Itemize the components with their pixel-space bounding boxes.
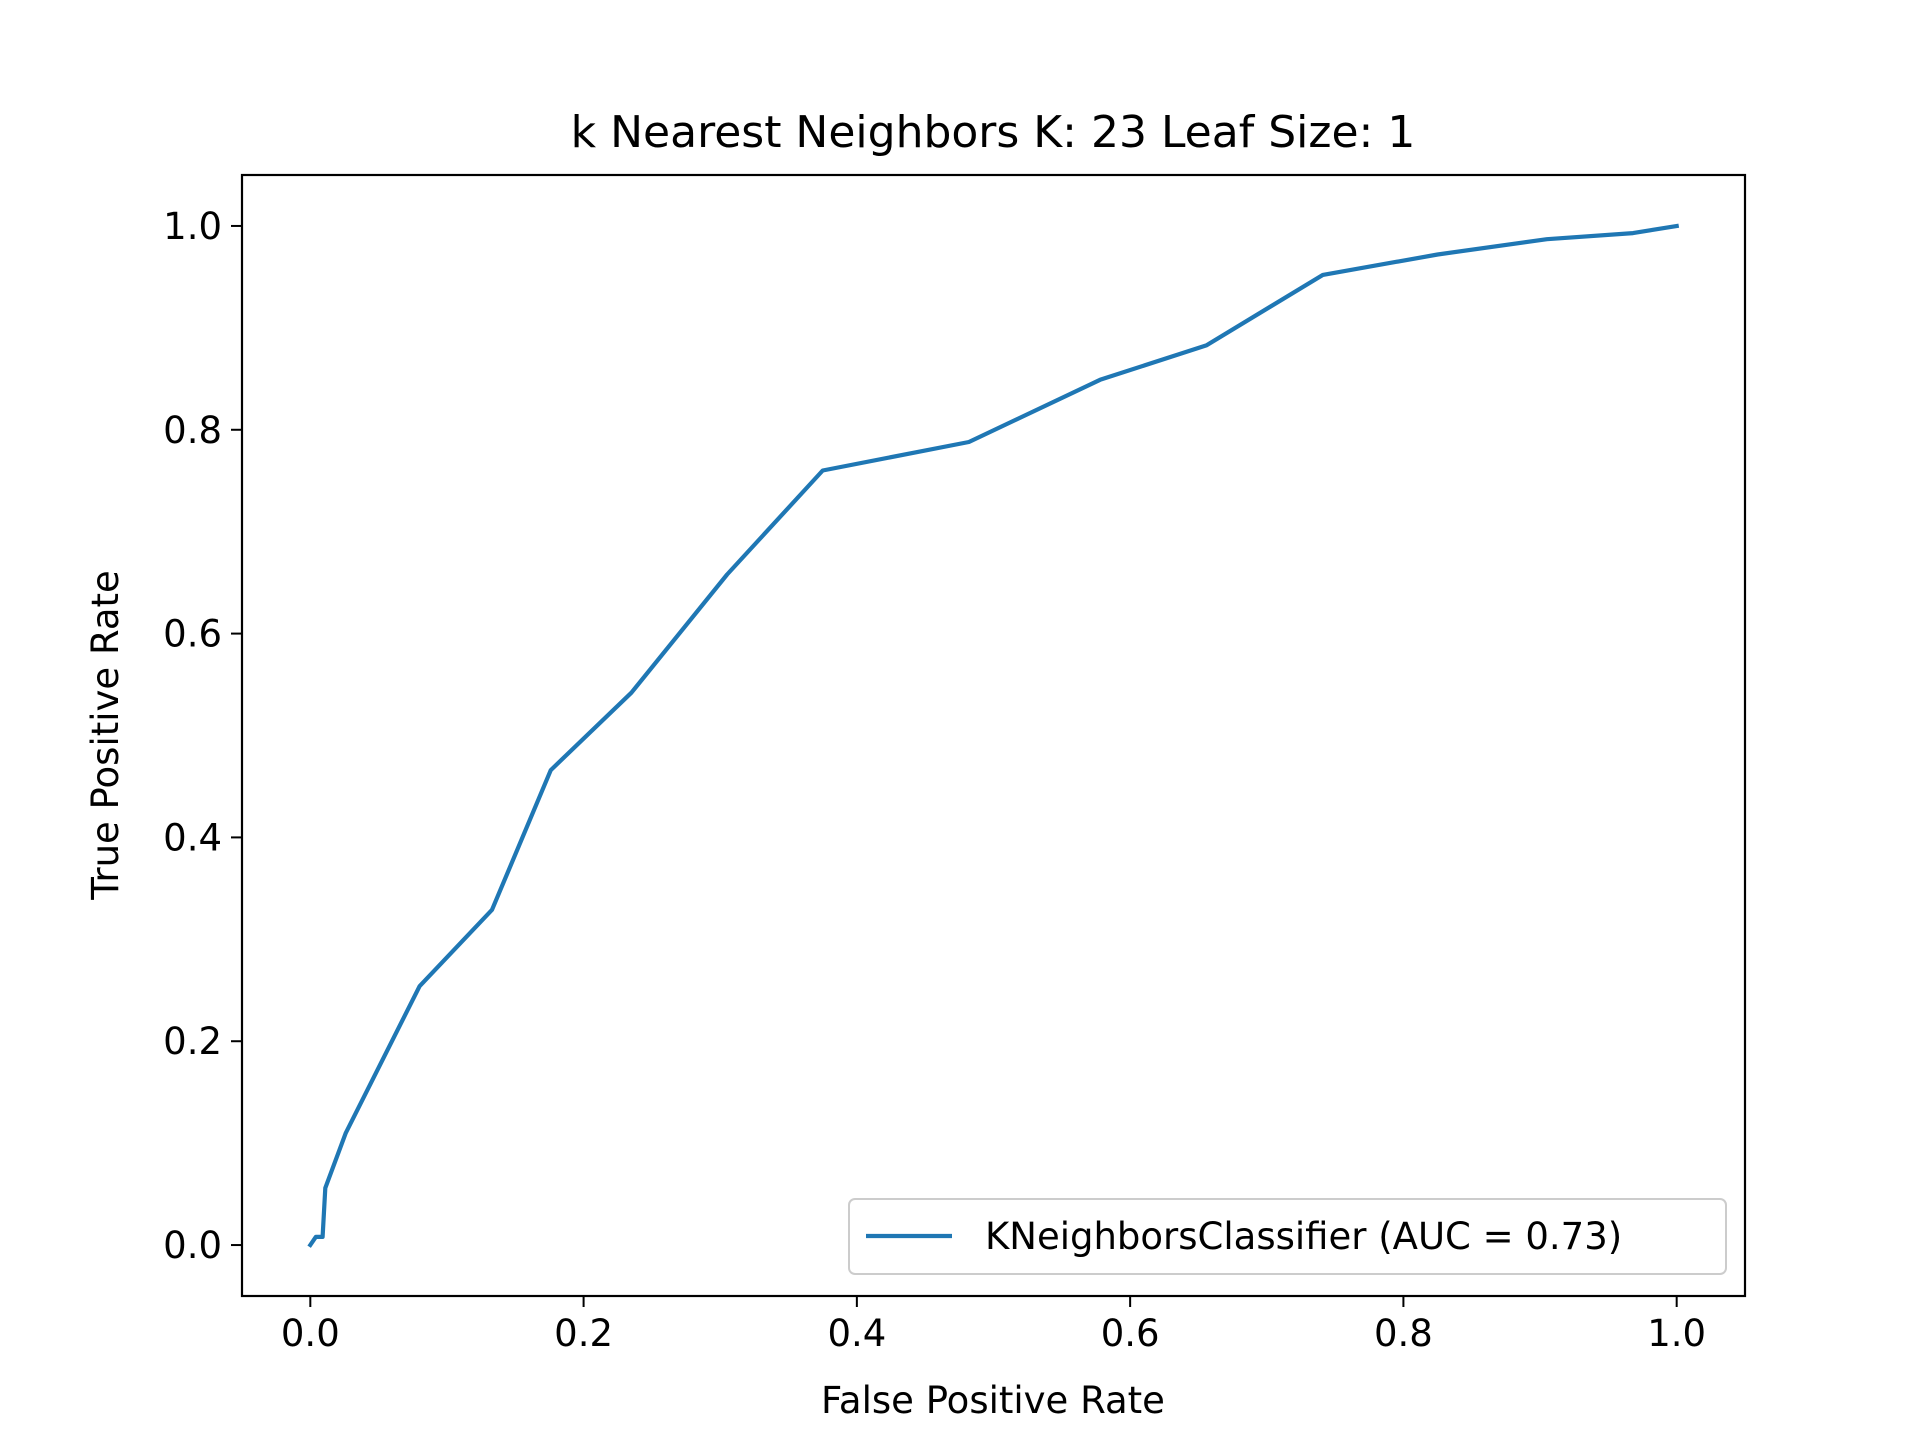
- y-tick-label: 1.0: [163, 205, 222, 248]
- plot-area: 0.0 0.2 0.4 0.6 0.8 1.0 0.0 0.2 0.4 0.6 0.8 1.0: [163, 173, 1747, 1355]
- roc-curve-line: [307, 223, 1680, 1248]
- x-tick-label: 1.0: [1647, 1312, 1706, 1355]
- x-tick-label: 0.8: [1374, 1312, 1433, 1355]
- x-tick-label: 0.6: [1101, 1312, 1160, 1355]
- axes-frame: [240, 173, 1747, 1298]
- x-tick-label: 0.2: [554, 1312, 613, 1355]
- y-axis-label: True Positive Rate: [84, 570, 127, 901]
- y-tick-label: 0.4: [163, 816, 222, 859]
- x-tick-label: 0.4: [827, 1312, 886, 1355]
- y-axis: 0.0 0.2 0.4 0.6 0.8 1.0: [163, 205, 242, 1267]
- legend-label: KNeighborsClassifier (AUC = 0.73): [985, 1215, 1622, 1258]
- series-layer: [307, 223, 1680, 1248]
- legend: KNeighborsClassifier (AUC = 0.73): [848, 1198, 1727, 1275]
- y-tick-label: 0.0: [163, 1224, 222, 1267]
- y-tick-label: 0.2: [163, 1020, 222, 1063]
- y-tick-label: 0.6: [163, 613, 222, 656]
- x-axis: 0.0 0.2 0.4 0.6 0.8 1.0: [281, 1296, 1706, 1355]
- legend-box: [848, 1198, 1727, 1275]
- chart-title: k Nearest Neighbors K: 23 Leaf Size: 1: [571, 107, 1416, 158]
- x-axis-label: False Positive Rate: [821, 1379, 1165, 1422]
- y-tick-label: 0.8: [163, 409, 222, 452]
- x-tick-label: 0.0: [281, 1312, 340, 1355]
